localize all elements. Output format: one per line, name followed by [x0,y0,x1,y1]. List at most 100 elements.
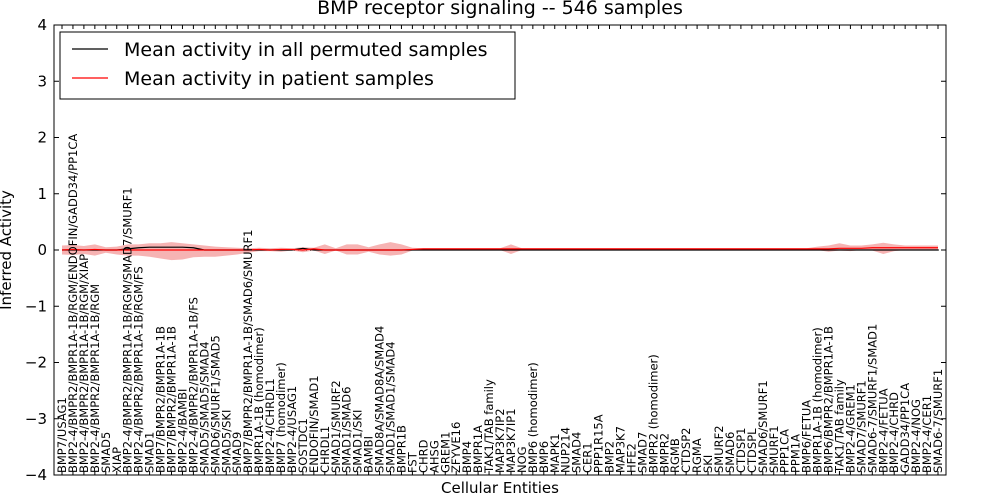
axis-layer: −4 −3 −2 −1 0 1 2 3 4 [25,16,947,484]
x-tick-label: BMP4 [460,441,474,473]
y-axis-label: Inferred Activity [0,190,15,310]
x-tick-label: ZFYVE16 [449,422,463,473]
x-tick-label: SMAD5/SMAD5/SMAD4 [197,341,211,473]
x-tick-label: MAP3K7IP1 [504,408,518,473]
x-tick-label: BMP7/BMPR2/BMPR1A-1B [154,326,168,473]
x-tick-label: BMP2-4/BMPR2/BMPR1A-1B/RGM [88,284,102,473]
x-tick-label: BMP2-4/CER1 [920,395,934,473]
x-tick-label: CTDSP2 [679,428,693,473]
band-layer [54,242,946,261]
x-tick-label: SMAD1/SMAD6 [340,387,354,473]
x-tick-label: SMURF2 [712,425,726,473]
x-tick-label: BMP2-4/USAG1 [285,386,299,473]
x-tick-label: BAMBI [362,436,376,473]
x-tick-label: BMP2-4/CHRD [887,392,901,473]
y-tick-label: 4 [37,16,47,34]
x-tick-label: PPP1CA [778,429,792,473]
patient-activity-band [62,242,938,261]
x-tick-label: BMP2-4/NOG [909,399,923,473]
y-tick-label: −1 [25,297,47,315]
legend-label-permuted: Mean activity in all permuted samples [124,39,487,61]
x-tick-label: HFE2 [624,443,638,473]
x-tick-label: BMP2-4/BMPR2/BMPR1A-1B/RGM/SMAD7/SMURF1 [121,187,135,473]
x-tick-label: BMP2-4/GREM1 [843,384,857,473]
x-tick-label: RGMB [668,438,682,473]
x-tick-label: NOG [515,446,529,473]
x-tick-label: BMP7 (homodimer) [274,362,288,473]
x-tick-label: GREM1 [438,432,452,473]
x-tick-label: BMPR2 (homodimer) [646,354,660,473]
y-tick-label: 1 [37,185,47,203]
x-tick-label: SMAD7/SMURF1 [854,380,868,473]
x-tick-label: BMPR1A [471,425,485,473]
x-tick-label: ENDOFIN/SMAD1 [307,375,321,473]
x-tick-label: BMPR1B [394,425,408,473]
x-tick-label: SMAD1 [143,432,157,473]
legend-label-patient: Mean activity in patient samples [124,68,434,90]
patient-activity-line [61,247,938,251]
x-tick-label: BMP2-4/BMPR2/BMPR1A-1B/RGM/XIAP [77,254,91,473]
x-tick-label: BMP2-4/BMPR2/BMPR1A-1B/RGM/ENDOFIN/GADD3… [66,134,80,473]
chart-title: BMP receptor signaling -- 546 samples [317,0,683,19]
x-tick-label: SMAD4 [570,432,584,473]
x-tick-label: BMP7/BMPR2/BMPR1A-1B/SMAD6/SMURF1 [241,230,255,473]
x-tick-label: CHRDL1 [318,426,332,473]
y-tick-label: 3 [37,72,47,90]
y-tick-label: −4 [25,466,47,484]
x-tick-label: BMP2-4/BMPR2/BMPR1A-1B/FS [186,297,200,473]
x-tick-label: XIAP [110,447,124,473]
x-tick-label: NUP214 [559,427,573,473]
x-tick-label: SMAD5/SKI [219,410,233,473]
x-tick-label: SMAD8A/SMAD8A/SMAD4 [373,326,387,473]
x-tick-label: RGMA [690,438,704,473]
x-tick-label: BMP2-4/FETUA [876,388,890,473]
x-tick-labels: BMP7/USAG1BMP2-4/BMPR2/BMPR1A-1B/RGM/END… [55,134,945,474]
x-tick-label: SMAD6/SMURF1/SMAD5 [208,335,222,473]
x-tick-label: MAP3K7 [613,426,627,473]
x-tick-label: BMP6 (homodimer) [526,362,540,473]
x-tick-label: MAP3K7IP2 [493,408,507,473]
x-tick-label: BMP2-4/CHRDL1 [263,378,277,473]
x-tick-label: CER1 [581,442,595,473]
x-tick-label: BMP2-4/BMPR2/BMPR1A-1B/RGM/FS [132,266,146,473]
x-tick-label: CHRD [416,439,430,473]
x-tick-label: BMP6 [537,441,551,473]
x-tick-label: MAPK1 [548,433,562,473]
x-tick-label: SMAD5 [99,432,113,473]
x-tick-label: BMP6/FETUA [800,400,814,473]
y-tick-label: −2 [25,354,47,372]
x-tick-label: SMAD7 [635,432,649,473]
y-tick-label: 0 [37,241,47,259]
x-tick-label: SMAD6-7/SMURF1/SMAD1 [865,324,879,473]
x-tick-label: SMAD6 [723,432,737,473]
x-tick-label: SMAD1/SMURF2 [329,380,343,473]
y-tick-label: 2 [37,129,47,147]
x-tick-label: SMAD9 [230,432,244,473]
x-tick-label: BMP7/BMPR2/BMPR1A-1B [165,326,179,473]
x-tick-label: SKI [701,455,715,473]
x-axis-label: Cellular Entities [441,479,559,497]
x-tick-label: FST [405,451,419,473]
x-tick-label: BMPR2 [657,433,671,473]
x-tick-label: SMURF1 [767,425,781,473]
x-tick-label: BMP7/USAG1 [55,397,69,473]
x-tick-label: CTDSP1 [734,428,748,473]
x-tick-label: BMPR1A-1B (homodimer) [811,327,825,473]
x-tick-label: GADD34/PP1CA [898,383,912,473]
x-tick-label: AHSG [427,440,441,473]
x-tick-label: PPP1R15A [592,414,606,473]
x-tick-label: CTDSPL [745,428,759,473]
legend-box [59,31,516,100]
x-tick-label: PPM1A [789,434,803,473]
legend: Mean activity in all permuted samples Me… [59,31,516,100]
x-tick-label: SMAD6/SMURF1 [756,380,770,473]
x-tick-label: SMAD1/SMAD1/SMAD4 [384,341,398,473]
x-tick-label: SOSTDC1 [296,418,310,473]
x-tick-label: SMAD1/SKI [351,410,365,473]
x-tick-label: SMAD6-7/SMURF1 [931,369,945,473]
x-tick-label: TAK1/TAB family [482,379,496,474]
x-tick-label: BMP6/BMPR2/BMPR1A-1B [822,326,836,473]
line-layer [61,246,938,251]
x-tick-label: BMP2 [603,441,617,473]
